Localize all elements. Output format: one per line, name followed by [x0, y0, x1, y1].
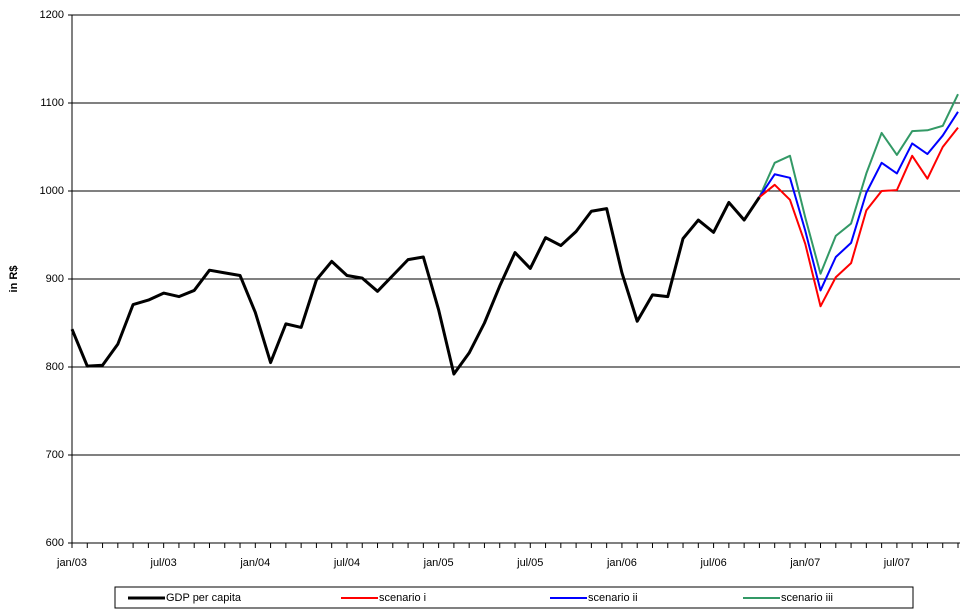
- y-tick-label: 700: [46, 449, 64, 461]
- x-tick-label: jul/04: [333, 557, 360, 569]
- y-tick-label: 600: [46, 537, 64, 549]
- series-line: [758, 127, 959, 308]
- x-tick-label: jul/07: [883, 557, 910, 569]
- legend-label: GDP per capita: [166, 592, 242, 604]
- y-tick-label: 1000: [40, 185, 64, 197]
- x-tick-label: jan/05: [423, 557, 454, 569]
- series-line: [70, 196, 761, 376]
- series-line: [758, 111, 959, 292]
- x-tick-label: jan/03: [56, 557, 87, 569]
- x-tick-label: jul/05: [516, 557, 543, 569]
- y-axis-label: in R$: [8, 266, 20, 293]
- y-tick-label: 1100: [40, 97, 64, 109]
- y-tick-label: 800: [46, 361, 64, 373]
- x-tick-label: jan/07: [789, 557, 820, 569]
- legend-label: scenario ii: [588, 592, 638, 604]
- legend-label: scenario i: [379, 592, 426, 604]
- series-line: [758, 93, 959, 275]
- legend-label: scenario iii: [781, 592, 833, 604]
- x-tick-label: jul/06: [699, 557, 726, 569]
- x-tick-label: jan/04: [239, 557, 270, 569]
- y-tick-label: 900: [46, 273, 64, 285]
- x-tick-label: jul/03: [150, 557, 177, 569]
- y-tick-label: 1200: [40, 9, 64, 21]
- legend-box: [114, 586, 914, 609]
- x-tick-label: jan/06: [606, 557, 637, 569]
